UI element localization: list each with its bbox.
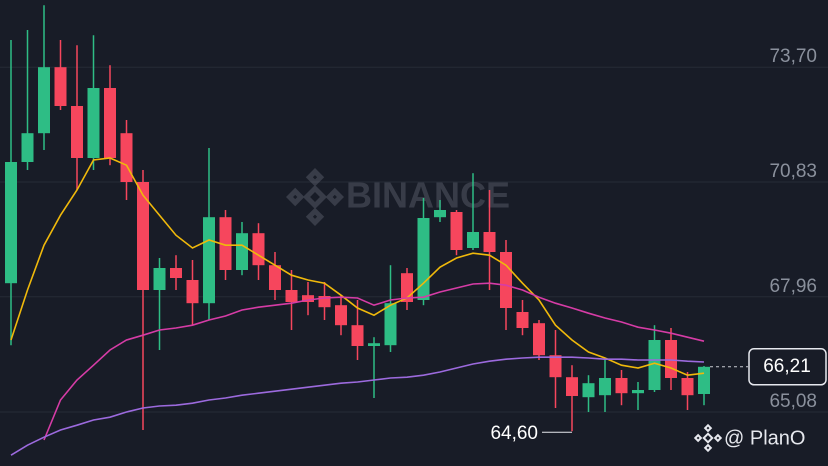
y-tick-label: 70,83 [769, 161, 817, 182]
candle-body [665, 340, 677, 378]
candle-body [549, 355, 562, 378]
watermark: BINANCE [346, 175, 510, 216]
credit: @ PlanO [724, 427, 805, 449]
candle-body [467, 232, 479, 248]
last-price-label: 66,21 [763, 356, 811, 377]
candle-body [566, 377, 578, 396]
low-label: 64,60 [490, 423, 538, 444]
last-price-box [748, 348, 827, 386]
candle-body [153, 268, 166, 290]
candle-body [533, 323, 545, 356]
candle-body [137, 182, 149, 290]
candle-body [269, 265, 281, 290]
candle-body [450, 212, 463, 250]
candle-body [21, 133, 34, 162]
y-tick-label: 67,96 [769, 276, 817, 297]
candle-body [302, 295, 314, 302]
plot: 66,21 64,60 [5, 5, 827, 456]
candle-body [186, 280, 199, 304]
candle-body [236, 233, 248, 270]
candle-body [582, 383, 595, 398]
candle-body [104, 88, 116, 158]
moving-average-line [43, 282, 705, 441]
candle-body [71, 106, 83, 158]
candle-body [54, 67, 67, 106]
candle-body [351, 325, 364, 346]
candle-body [252, 233, 265, 266]
candle-body [516, 312, 529, 328]
y-tick-label: 65,08 [769, 391, 817, 412]
candle-body [38, 67, 50, 134]
y-tick-label: 73,70 [769, 46, 817, 67]
candle-body [483, 232, 496, 252]
candle-body [384, 303, 397, 346]
candle-body [500, 252, 512, 308]
candle-body [170, 268, 182, 278]
grid: 73,70 70,83 67,96 65,08 [0, 46, 828, 413]
moving-average-line [10, 356, 705, 456]
candle-body [698, 366, 710, 394]
credit-logo [693, 423, 723, 453]
candle-body [203, 217, 215, 304]
candle-body [648, 340, 661, 390]
candle-body [681, 378, 694, 396]
candle-body [615, 378, 628, 394]
watermark-logo [286, 168, 344, 226]
candle-body [368, 343, 380, 346]
candle-body [335, 305, 347, 326]
moving-average-line [10, 157, 705, 377]
candle-body [219, 217, 232, 270]
watermark-group: BINANCE [286, 168, 510, 226]
candle-body [434, 210, 446, 218]
candle-body [87, 88, 100, 158]
candle-body [5, 162, 17, 284]
candle-body [318, 296, 331, 308]
candle-body [632, 390, 644, 394]
candle-body [599, 378, 611, 396]
candle-body [285, 290, 298, 302]
candle-body [120, 133, 133, 182]
